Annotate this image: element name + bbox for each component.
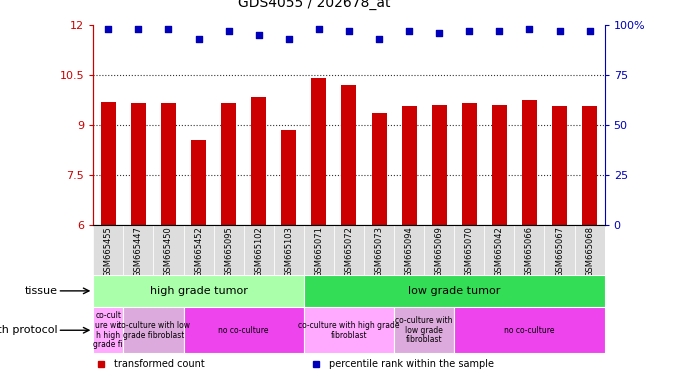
Text: GSM665450: GSM665450: [164, 226, 173, 277]
Text: GSM665455: GSM665455: [104, 226, 113, 277]
Text: GSM665102: GSM665102: [254, 226, 263, 277]
Bar: [341, 85, 357, 225]
Bar: [484, 225, 514, 275]
Bar: [432, 105, 446, 225]
Point: [163, 26, 174, 32]
Bar: [582, 106, 597, 225]
Point: [253, 32, 264, 38]
Bar: [124, 307, 184, 353]
Bar: [552, 106, 567, 225]
Bar: [214, 225, 244, 275]
Text: GSM665072: GSM665072: [344, 226, 354, 277]
Bar: [153, 225, 184, 275]
Text: GDS4055 / 202678_at: GDS4055 / 202678_at: [238, 0, 390, 10]
Point: [343, 28, 354, 34]
Bar: [93, 275, 304, 307]
Point: [554, 28, 565, 34]
Bar: [312, 78, 326, 225]
Text: GSM665070: GSM665070: [465, 226, 474, 277]
Text: transformed count: transformed count: [114, 359, 205, 369]
Point: [584, 28, 595, 34]
Bar: [131, 103, 146, 225]
Text: growth protocol: growth protocol: [0, 325, 57, 335]
Bar: [462, 103, 477, 225]
Bar: [454, 225, 484, 275]
Bar: [281, 130, 296, 225]
Text: high grade tumor: high grade tumor: [150, 286, 247, 296]
Point: [494, 28, 505, 34]
Text: co-culture with high grade
fibroblast: co-culture with high grade fibroblast: [299, 321, 399, 339]
Point: [193, 36, 204, 42]
Bar: [221, 103, 236, 225]
Bar: [454, 307, 605, 353]
Bar: [124, 225, 153, 275]
Text: co-cult
ure wit
h high
grade fi: co-cult ure wit h high grade fi: [93, 311, 123, 349]
Bar: [514, 225, 545, 275]
Text: GSM665042: GSM665042: [495, 226, 504, 277]
Point: [133, 26, 144, 32]
Bar: [522, 100, 537, 225]
Point: [524, 26, 535, 32]
Point: [374, 36, 385, 42]
Bar: [101, 101, 116, 225]
Text: co-culture with low
grade fibroblast: co-culture with low grade fibroblast: [117, 321, 190, 339]
Text: GSM665094: GSM665094: [405, 226, 414, 277]
Text: GSM665067: GSM665067: [555, 226, 564, 277]
Point: [404, 28, 415, 34]
Text: GSM665103: GSM665103: [284, 226, 293, 277]
Text: GSM665066: GSM665066: [525, 226, 534, 277]
Text: GSM665071: GSM665071: [314, 226, 323, 277]
Point: [464, 28, 475, 34]
Point: [223, 28, 234, 34]
Bar: [364, 225, 394, 275]
Text: tissue: tissue: [24, 286, 57, 296]
Text: GSM665069: GSM665069: [435, 226, 444, 277]
Text: GSM665447: GSM665447: [134, 226, 143, 277]
Bar: [304, 225, 334, 275]
Bar: [334, 225, 364, 275]
Text: GSM665068: GSM665068: [585, 226, 594, 277]
Bar: [574, 225, 605, 275]
Bar: [372, 113, 386, 225]
Bar: [394, 225, 424, 275]
Bar: [184, 225, 214, 275]
Text: no co-culture: no co-culture: [218, 326, 269, 335]
Text: co-culture with
low grade
fibroblast: co-culture with low grade fibroblast: [395, 316, 453, 344]
Point: [313, 26, 324, 32]
Bar: [244, 225, 274, 275]
Text: no co-culture: no co-culture: [504, 326, 555, 335]
Bar: [545, 225, 574, 275]
Bar: [304, 275, 605, 307]
Bar: [401, 106, 417, 225]
Point: [283, 36, 294, 42]
Bar: [492, 105, 507, 225]
Bar: [161, 103, 176, 225]
Bar: [184, 307, 304, 353]
Bar: [191, 140, 206, 225]
Bar: [274, 225, 304, 275]
Point: [103, 26, 114, 32]
Bar: [93, 307, 124, 353]
Bar: [394, 307, 454, 353]
Text: percentile rank within the sample: percentile rank within the sample: [328, 359, 493, 369]
Text: low grade tumor: low grade tumor: [408, 286, 500, 296]
Bar: [252, 96, 266, 225]
Text: GSM665095: GSM665095: [224, 226, 233, 277]
Bar: [304, 307, 394, 353]
Bar: [424, 225, 454, 275]
Text: GSM665073: GSM665073: [375, 226, 384, 277]
Text: GSM665452: GSM665452: [194, 226, 203, 277]
Bar: [93, 225, 124, 275]
Point: [434, 30, 445, 36]
